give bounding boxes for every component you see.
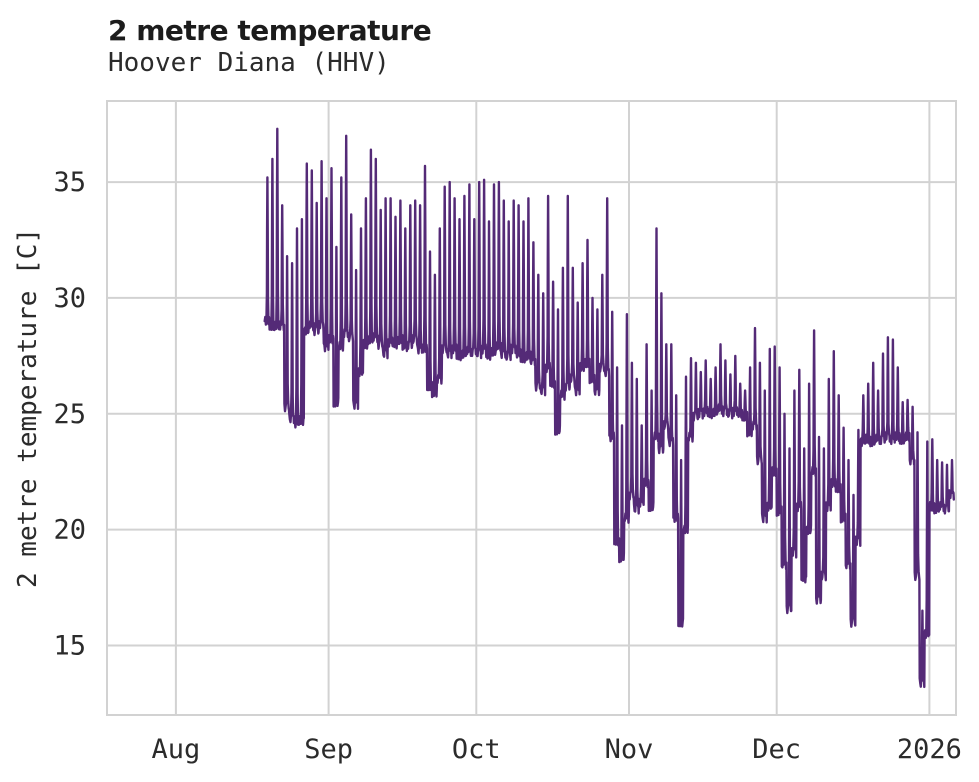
x-tick-label: Oct xyxy=(452,734,501,765)
chart-subtitle: Hoover Diana (HHV) xyxy=(108,48,390,78)
temperature-series-line xyxy=(263,127,955,689)
plot-border xyxy=(106,100,957,716)
x-tick-label: 2026 xyxy=(897,734,962,765)
y-tick-label: 15 xyxy=(53,631,86,662)
y-tick-label: 20 xyxy=(53,515,86,546)
y-tick-label: 30 xyxy=(53,283,86,314)
x-tick-label: Aug xyxy=(152,734,201,765)
y-tick-label: 25 xyxy=(53,399,86,430)
x-tick-label: Dec xyxy=(752,734,801,765)
x-tick-label: Sep xyxy=(304,734,353,765)
y-axis-label: 2 metre temperature [C] xyxy=(13,227,43,589)
x-tick-label: Nov xyxy=(605,734,654,765)
chart-title: 2 metre temperature xyxy=(108,14,432,47)
y-tick-label: 35 xyxy=(53,167,86,198)
